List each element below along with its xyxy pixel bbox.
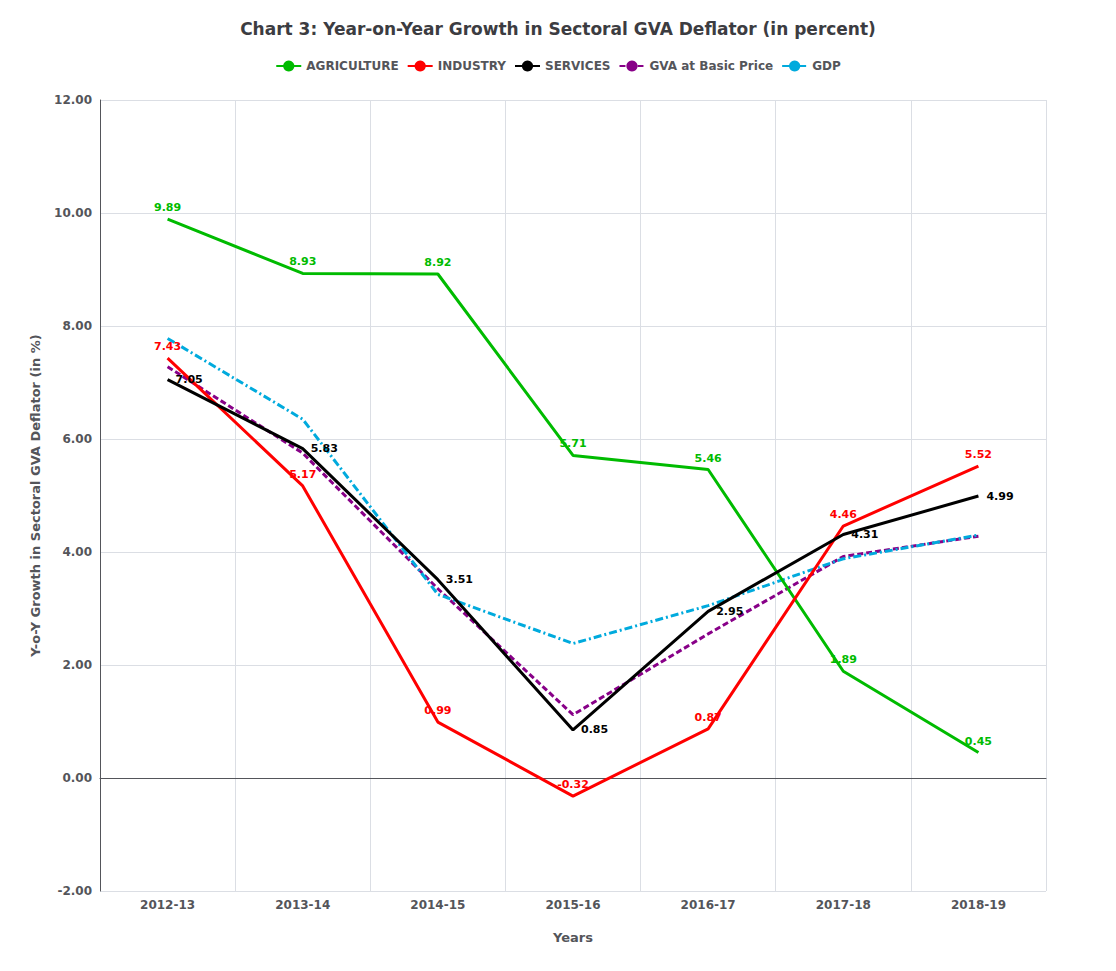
svg-text:5.17: 5.17 xyxy=(289,468,316,481)
svg-text:1.89: 1.89 xyxy=(830,653,857,666)
svg-text:INDUSTRY: INDUSTRY xyxy=(438,59,507,73)
svg-text:8.00: 8.00 xyxy=(62,319,92,333)
svg-text:2.95: 2.95 xyxy=(716,605,743,618)
svg-text:6.00: 6.00 xyxy=(62,432,92,446)
svg-text:2012-13: 2012-13 xyxy=(140,898,195,912)
svg-text:5.83: 5.83 xyxy=(311,442,338,455)
svg-text:5.46: 5.46 xyxy=(695,452,722,465)
svg-text:SERVICES: SERVICES xyxy=(545,59,610,73)
svg-text:0.45: 0.45 xyxy=(965,735,992,748)
svg-text:4.99: 4.99 xyxy=(986,490,1013,503)
svg-text:4.46: 4.46 xyxy=(830,508,857,521)
svg-text:GDP: GDP xyxy=(812,59,841,73)
svg-text:0.87: 0.87 xyxy=(695,711,722,724)
svg-text:Years: Years xyxy=(552,930,593,945)
svg-text:2015-16: 2015-16 xyxy=(545,898,600,912)
svg-text:2016-17: 2016-17 xyxy=(681,898,736,912)
svg-text:4.00: 4.00 xyxy=(62,545,92,559)
svg-text:7.05: 7.05 xyxy=(176,373,203,386)
svg-text:4.31: 4.31 xyxy=(851,528,878,541)
svg-text:GVA at Basic Price: GVA at Basic Price xyxy=(649,59,773,73)
svg-text:0.00: 0.00 xyxy=(62,771,92,785)
svg-text:9.89: 9.89 xyxy=(154,201,181,214)
svg-text:2017-18: 2017-18 xyxy=(816,898,871,912)
svg-text:7.43: 7.43 xyxy=(154,340,181,353)
svg-text:-0.32: -0.32 xyxy=(557,778,589,791)
svg-text:3.51: 3.51 xyxy=(446,573,473,586)
svg-text:2.00: 2.00 xyxy=(62,658,92,672)
svg-text:0.99: 0.99 xyxy=(424,704,451,717)
svg-text:-2.00: -2.00 xyxy=(57,884,92,898)
svg-text:8.92: 8.92 xyxy=(424,256,451,269)
svg-text:2013-14: 2013-14 xyxy=(275,898,330,912)
svg-text:12.00: 12.00 xyxy=(54,93,92,107)
svg-text:Y-o-Y Growth in Sectoral GVA D: Y-o-Y Growth in Sectoral GVA Deflator (i… xyxy=(28,334,43,657)
svg-text:2018-19: 2018-19 xyxy=(951,898,1006,912)
svg-text:10.00: 10.00 xyxy=(54,206,92,220)
svg-text:5.52: 5.52 xyxy=(965,448,992,461)
svg-text:2014-15: 2014-15 xyxy=(410,898,465,912)
svg-text:0.85: 0.85 xyxy=(581,723,608,736)
svg-text:Chart 3: Year-on-Year Growth i: Chart 3: Year-on-Year Growth in Sectoral… xyxy=(240,19,876,39)
svg-text:5.71: 5.71 xyxy=(559,437,586,450)
svg-text:8.93: 8.93 xyxy=(289,255,316,268)
svg-text:AGRICULTURE: AGRICULTURE xyxy=(306,59,398,73)
